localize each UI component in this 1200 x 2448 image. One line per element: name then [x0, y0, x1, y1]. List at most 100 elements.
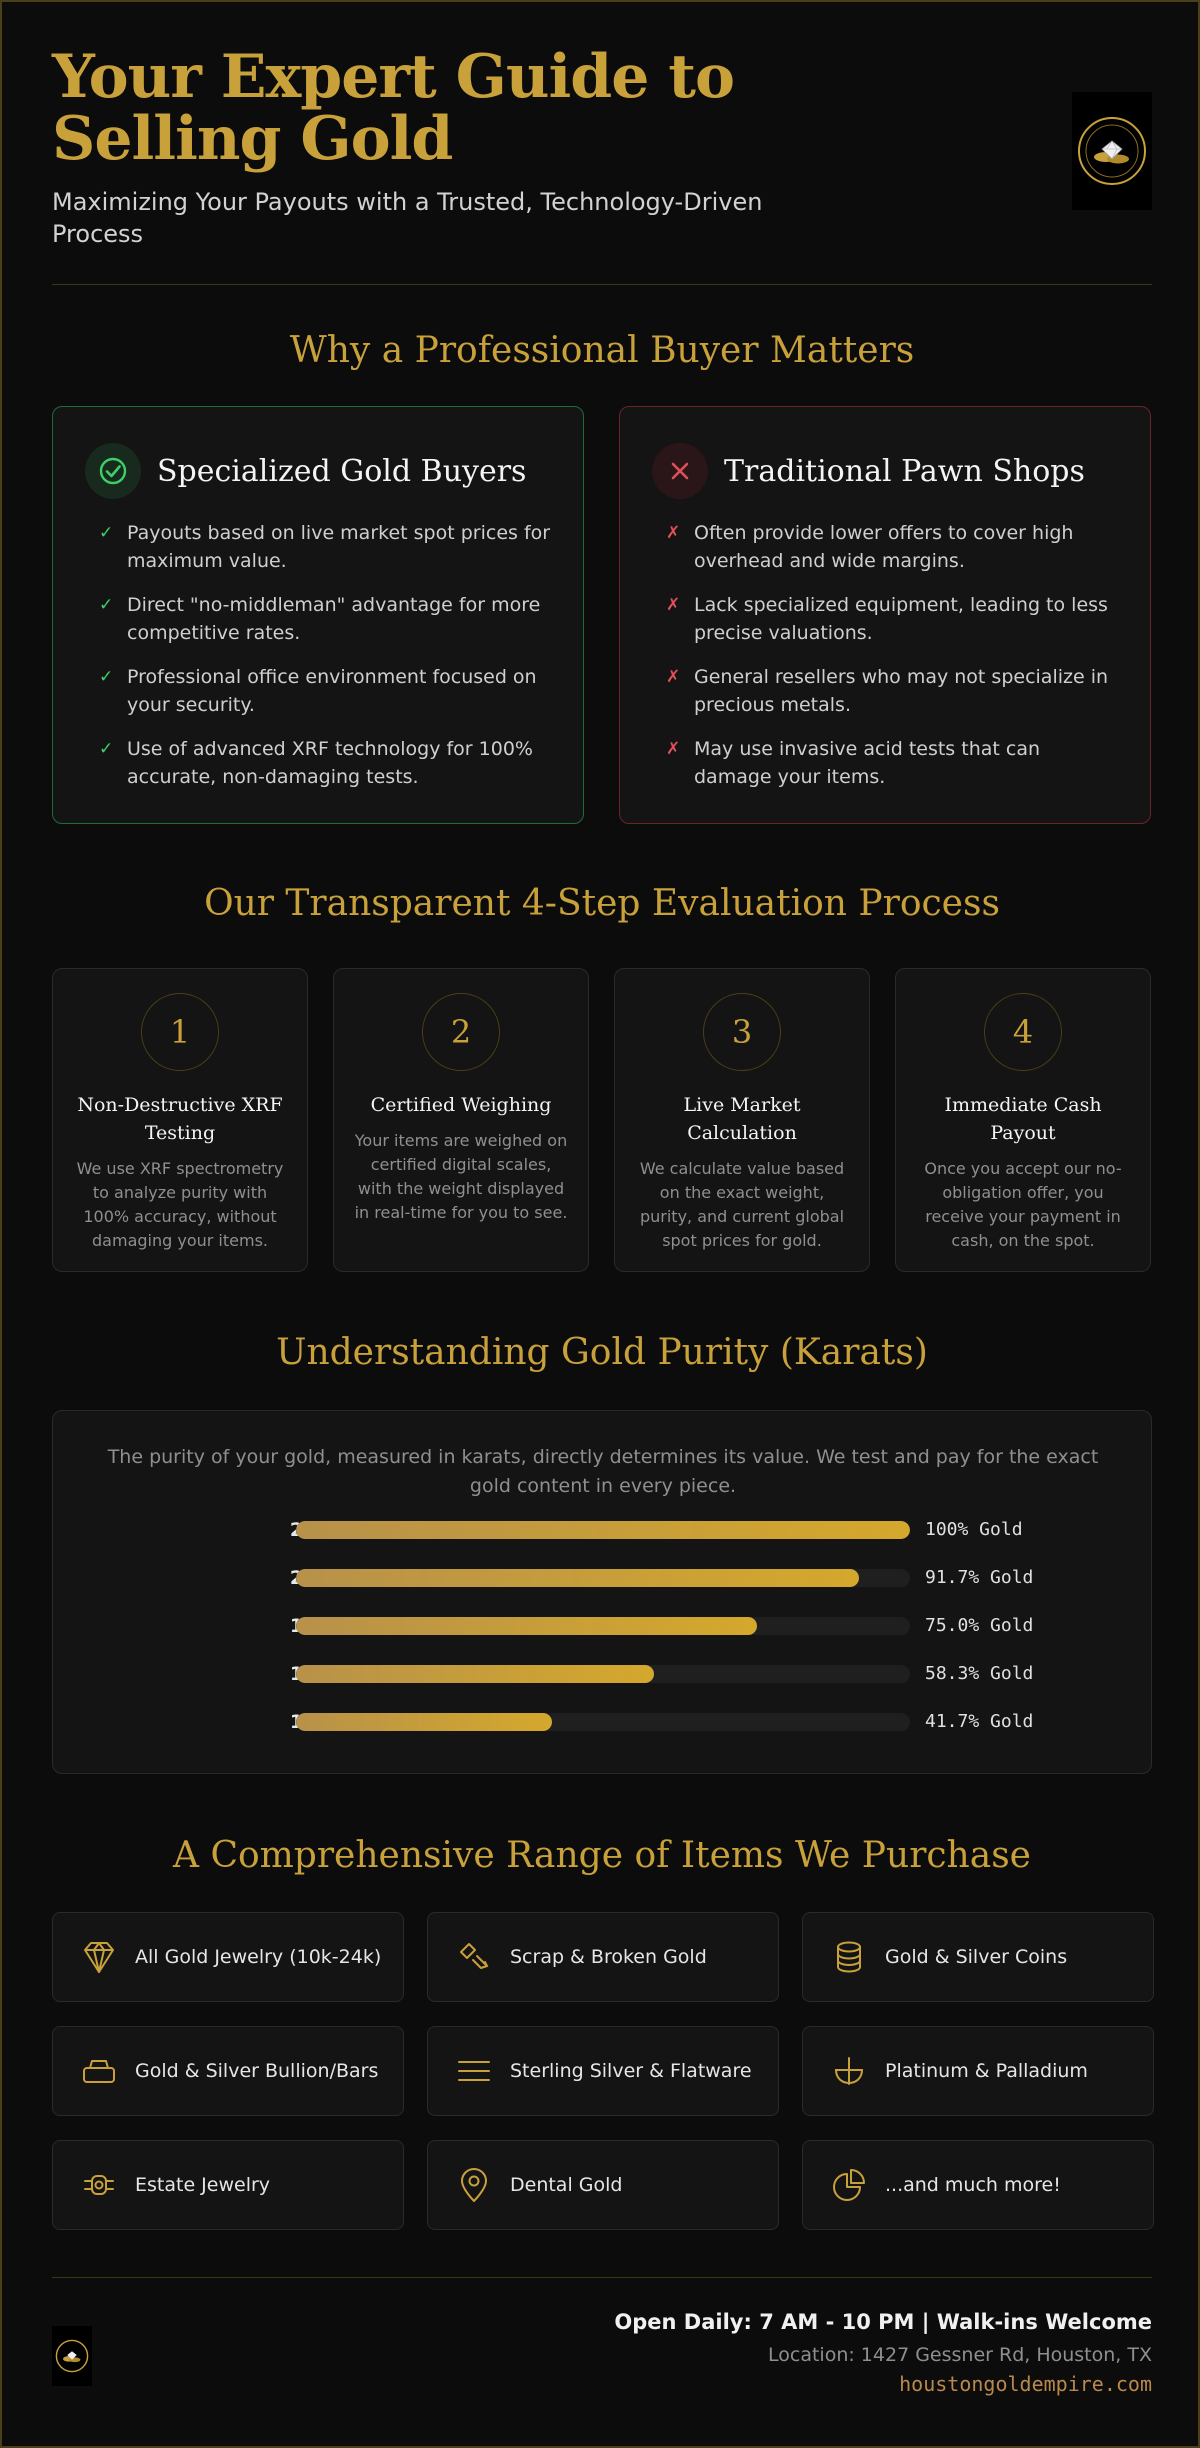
item-platinum: Platinum & Palladium: [802, 2026, 1154, 2116]
card-heading: Specialized Gold Buyers: [157, 453, 527, 489]
cross-mark-icon: ✗: [666, 523, 681, 543]
logo: [1072, 92, 1152, 210]
why-title: Why a Professional Buyer Matters: [289, 330, 915, 371]
purity-bar-track: [296, 1665, 910, 1683]
item-bullion: Gold & Silver Bullion/Bars: [52, 2026, 404, 2116]
page-title: Your Expert Guide to Selling Gold: [52, 46, 792, 170]
ring-icon: [79, 2165, 119, 2205]
page-subtitle: Maximizing Your Payouts with a Trusted, …: [52, 188, 763, 248]
cross-mark-icon: ✗: [666, 595, 681, 615]
footer-logo: [52, 2326, 92, 2386]
list-item: ✗ Often provide lower offers to cover hig…: [652, 519, 1120, 575]
step-number: 2: [422, 993, 500, 1071]
anchor-icon: [829, 2051, 869, 2091]
karat-percentage: 91.7% Gold: [925, 1567, 1034, 1588]
diamond-icon: [79, 1937, 119, 1977]
specialized-buyers-card: Specialized Gold Buyers ✓ Payouts based o…: [52, 406, 584, 824]
karat-percentage: 100% Gold: [925, 1519, 1023, 1540]
step-card: 2 Certified Weighing Your items are weig…: [333, 968, 589, 1272]
item-label: Estate Jewelry: [135, 2174, 271, 2196]
item-dental-gold: Dental Gold: [427, 2140, 779, 2230]
purity-bar-fill: [296, 1713, 553, 1731]
cross-mark-icon: ✗: [666, 667, 681, 687]
logo-emblem-icon: [1078, 117, 1146, 185]
karat-percentage: 75.0% Gold: [925, 1615, 1034, 1636]
check-circle-icon: [85, 443, 141, 499]
item-label: Gold & Silver Coins: [885, 1946, 1068, 1968]
coins-icon: [829, 1937, 869, 1977]
item-estate-jewelry: Estate Jewelry: [52, 2140, 404, 2230]
step-title: Immediate Cash Payout: [944, 1094, 1102, 1144]
list-item: ✓ Use of advanced XRF technology for 100%…: [85, 735, 553, 791]
bad-points-list: ✗ Often provide lower offers to cover hig…: [652, 519, 1120, 791]
step-card: 1 Non-Destructive XRF Testing We use XRF…: [52, 968, 308, 1272]
broken-bar-icon: [454, 1937, 494, 1977]
karat-row: 24K100% Gold: [53, 1519, 1153, 1541]
list-item: ✓ Payouts based on live market spot price…: [85, 519, 553, 575]
item-label: All Gold Jewelry (10k-24k): [135, 1946, 382, 1968]
item-gold-jewelry: All Gold Jewelry (10k-24k): [52, 1912, 404, 2002]
logo-emblem-icon: [55, 2339, 89, 2373]
purity-bar-fill: [296, 1617, 757, 1635]
step-text: Your items are weighed on certified digi…: [354, 1131, 568, 1222]
step-title: Certified Weighing: [370, 1094, 552, 1116]
title-line-1: Your Expert Guide to: [52, 42, 735, 112]
list-item: ✗ Lack specialized equipment, leading to …: [652, 591, 1120, 647]
list-item: ✓ Professional office environment focused…: [85, 663, 553, 719]
item-label: Dental Gold: [510, 2174, 623, 2196]
list-item: ✓ Direct "no-middleman" advantage for mor…: [85, 591, 553, 647]
list-item: ✗ May use invasive acid tests that can da…: [652, 735, 1120, 791]
item-much-more: ...and much more!: [802, 2140, 1154, 2230]
pie-chart-icon: [829, 2165, 869, 2205]
process-title: Our Transparent 4-Step Evaluation Proces…: [204, 883, 1000, 924]
karat-row: 10K41.7% Gold: [53, 1711, 1153, 1733]
item-label: Sterling Silver & Flatware: [510, 2060, 752, 2082]
footer-divider: [52, 2277, 1152, 2278]
karat-percentage: 41.7% Gold: [925, 1711, 1034, 1732]
item-label: Platinum & Palladium: [885, 2060, 1088, 2082]
purity-bar-track: [296, 1617, 910, 1635]
opening-hours: Open Daily: 7 AM - 10 PM | Walk-ins Welc…: [614, 2310, 1152, 2334]
karat-row: 18K75.0% Gold: [53, 1615, 1153, 1637]
purity-bar-track: [296, 1569, 910, 1587]
items-title: A Comprehensive Range of Items We Purcha…: [173, 1835, 1031, 1876]
step-title: Live Market Calculation: [683, 1094, 801, 1144]
step-number: 1: [141, 993, 219, 1071]
purity-bar-fill: [296, 1521, 910, 1539]
bullion-icon: [79, 2051, 119, 2091]
cross-mark-icon: ✗: [666, 739, 681, 759]
purity-bar-track: [296, 1713, 910, 1731]
step-number: 3: [703, 993, 781, 1071]
location-pin-icon: [454, 2165, 494, 2205]
step-card: 4 Immediate Cash Payout Once you accept …: [895, 968, 1151, 1272]
step-text: Once you accept our no-obligation offer,…: [924, 1159, 1122, 1250]
item-label: ...and much more!: [885, 2174, 1061, 2196]
good-points-list: ✓ Payouts based on live market spot price…: [85, 519, 553, 791]
title-line-2: Selling Gold: [52, 104, 453, 174]
step-title: Non-Destructive XRF Testing: [77, 1094, 283, 1144]
purity-bar-fill: [296, 1665, 654, 1683]
purity-intro: The purity of your gold, measured in kar…: [107, 1446, 1099, 1497]
item-label: Gold & Silver Bullion/Bars: [135, 2060, 379, 2082]
purity-title: Understanding Gold Purity (Karats): [276, 1332, 928, 1373]
divider: [52, 284, 1152, 285]
step-text: We use XRF spectrometry to analyze purit…: [76, 1159, 284, 1250]
hero: Your Expert Guide to Selling Gold Maximi…: [52, 46, 792, 250]
purity-bar-fill: [296, 1569, 860, 1587]
item-sterling-silver: Sterling Silver & Flatware: [427, 2026, 779, 2116]
flatware-icon: [454, 2051, 494, 2091]
item-coins: Gold & Silver Coins: [802, 1912, 1154, 2002]
item-label: Scrap & Broken Gold: [510, 1946, 707, 1968]
check-mark-icon: ✓: [99, 667, 114, 687]
karat-percentage: 58.3% Gold: [925, 1663, 1034, 1684]
step-text: We calculate value based on the exact we…: [639, 1159, 845, 1250]
website-link[interactable]: houstongoldempire.com: [899, 2372, 1152, 2396]
check-mark-icon: ✓: [99, 523, 114, 543]
check-mark-icon: ✓: [99, 595, 114, 615]
check-mark-icon: ✓: [99, 739, 114, 759]
list-item: ✗ General resellers who may not specializ…: [652, 663, 1120, 719]
location-address: Location: 1427 Gessner Rd, Houston, TX: [768, 2344, 1152, 2366]
purity-bar-track: [296, 1521, 910, 1539]
x-icon: [652, 443, 708, 499]
